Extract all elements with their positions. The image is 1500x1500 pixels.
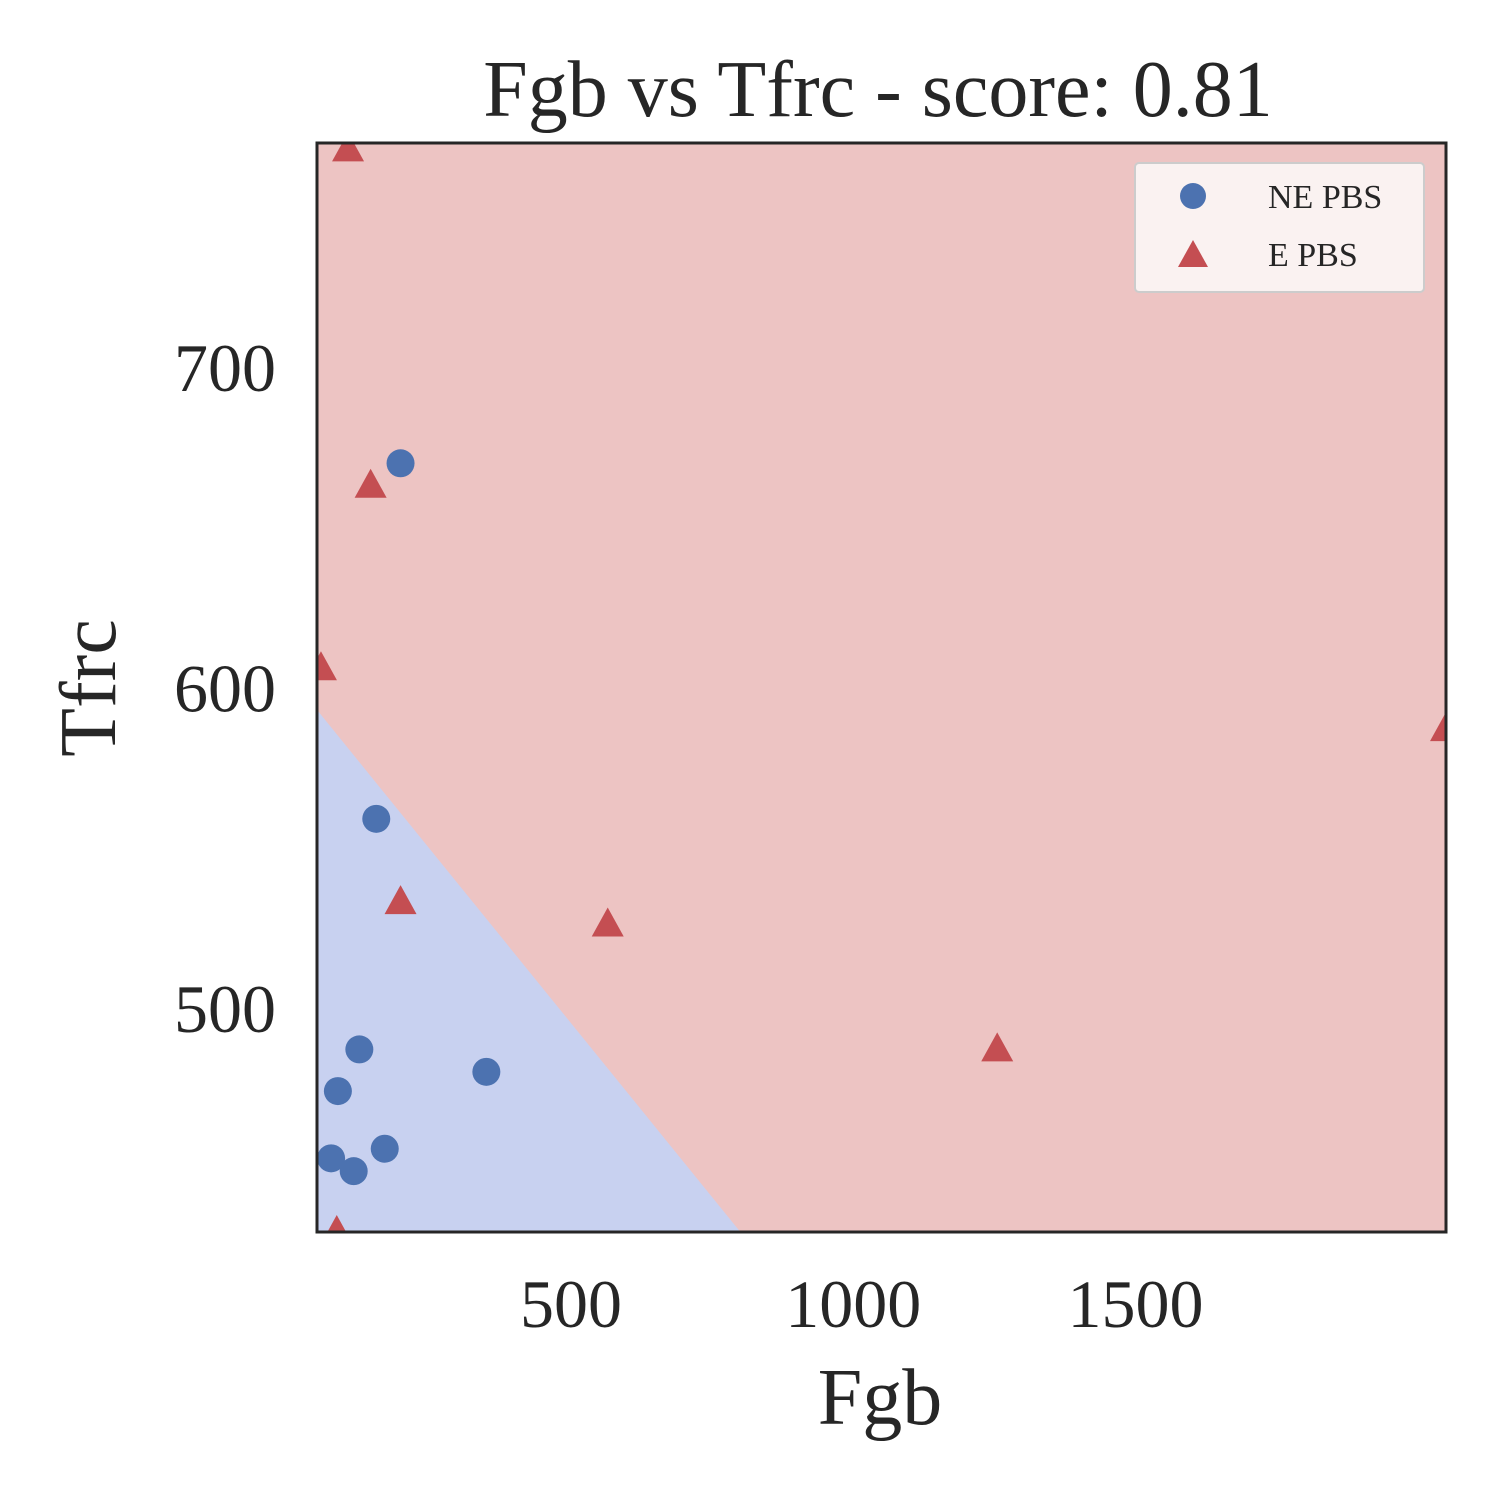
point-ne-pbs	[370, 1134, 399, 1163]
legend-box	[1134, 162, 1425, 293]
point-e-pbs	[327, 1215, 347, 1232]
y-tick-label: 500	[174, 971, 276, 1047]
y-axis-ticks: 500 600 700	[174, 330, 276, 1047]
point-ne-pbs	[362, 804, 391, 833]
ne-pbs-region	[317, 709, 741, 1232]
plot-frame	[315, 141, 1448, 1234]
point-e-pbs	[384, 885, 417, 915]
point-e-pbs	[981, 1032, 1014, 1062]
point-ne-pbs	[339, 1157, 368, 1186]
x-axis-ticks: 500 1000 1500	[520, 1266, 1204, 1342]
point-e-pbs	[591, 907, 624, 937]
legend-label-e-pbs: E PBS	[1268, 237, 1358, 274]
x-tick-label: 1500	[1068, 1266, 1204, 1342]
legend-label-ne-pbs: NE PBS	[1268, 179, 1382, 216]
point-e-pbs	[332, 143, 365, 162]
legend: NE PBS E PBS	[1134, 162, 1425, 293]
x-tick-label: 1000	[785, 1266, 921, 1342]
legend-marker-ne-pbs	[1180, 183, 1206, 209]
y-axis-label: Tfrc	[45, 619, 133, 757]
x-tick-label: 500	[520, 1266, 622, 1342]
point-ne-pbs	[345, 1035, 374, 1064]
x-axis-label: Fgb	[818, 1354, 943, 1442]
point-ne-pbs	[323, 1077, 352, 1106]
y-tick-label: 600	[174, 651, 276, 727]
point-e-pbs	[317, 651, 337, 681]
legend-marker-e-pbs	[1178, 240, 1208, 267]
chart-title: Fgb vs Tfrc - score: 0.81	[483, 46, 1273, 134]
point-ne-pbs	[472, 1057, 501, 1086]
point-ne-pbs	[317, 1144, 346, 1173]
point-e-pbs	[354, 468, 387, 498]
point-ne-pbs	[386, 449, 415, 478]
data-points	[317, 143, 1446, 1232]
y-tick-label: 700	[174, 330, 276, 406]
point-e-pbs	[1430, 712, 1446, 742]
